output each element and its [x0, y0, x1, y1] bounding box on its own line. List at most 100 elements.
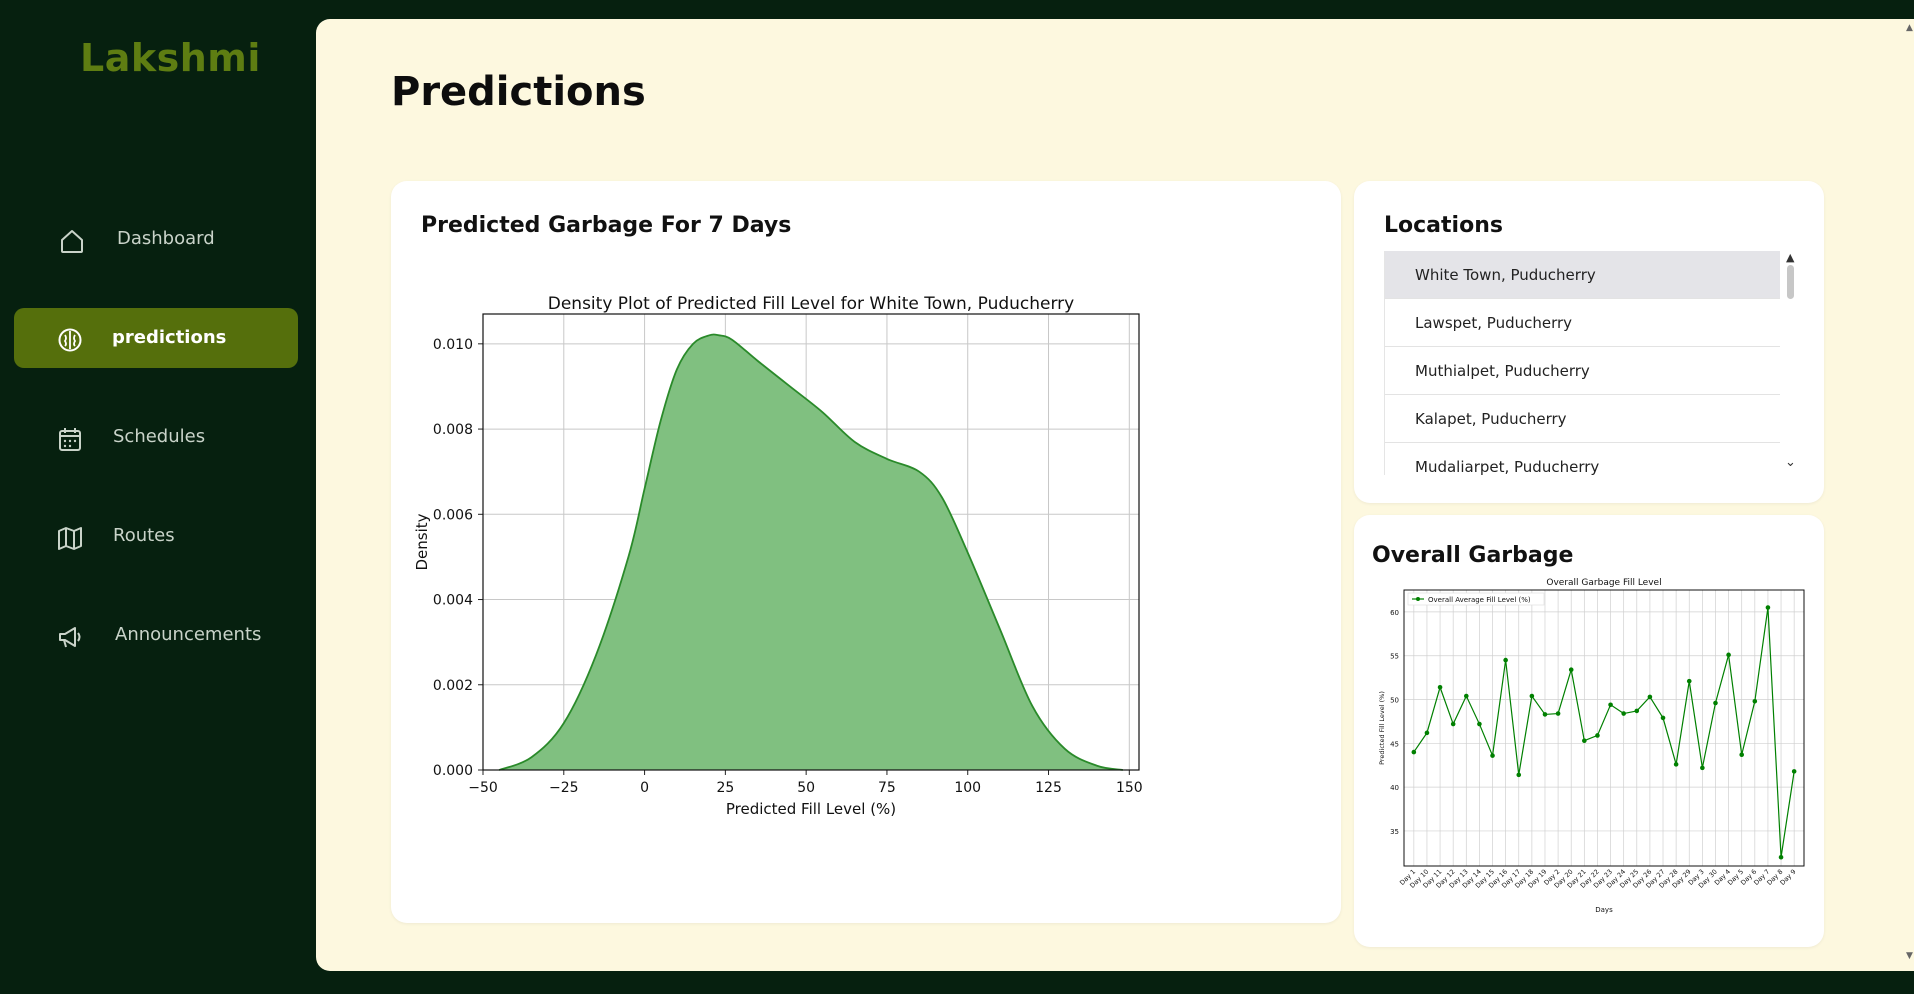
density-area — [499, 334, 1123, 770]
data-point — [1595, 733, 1600, 738]
legend-label: Overall Average Fill Level (%) — [1428, 596, 1531, 604]
list-item[interactable]: White Town, Puducherry — [1385, 251, 1780, 299]
sidebar-item-label: Announcements — [115, 624, 262, 645]
density-chart: Density Plot of Predicted Fill Level for… — [413, 294, 1143, 818]
map-icon — [56, 524, 82, 550]
y-tick-label: 0.000 — [433, 763, 473, 779]
megaphone-icon — [56, 623, 82, 649]
overall-garbage-card: Overall Garbage Overall Garbage Fill Lev… — [1354, 515, 1824, 947]
sidebar-item-announcements[interactable]: Announcements — [14, 605, 298, 665]
data-point — [1621, 711, 1626, 716]
data-point — [1516, 772, 1522, 778]
scroll-down-icon[interactable]: ⌄ — [1785, 455, 1796, 470]
data-point — [1791, 769, 1797, 774]
sidebar-item-label: Dashboard — [117, 228, 215, 249]
data-point — [1713, 700, 1718, 706]
y-tick-label: 45 — [1390, 740, 1399, 748]
y-tick-label: 0.006 — [433, 507, 473, 523]
data-point — [1503, 657, 1508, 663]
x-tick-label: −25 — [549, 780, 579, 796]
data-point — [1542, 712, 1548, 717]
data-point — [1752, 698, 1758, 704]
calendar-icon — [56, 425, 82, 451]
data-point — [1778, 854, 1784, 860]
sidebar-item-label: Routes — [113, 525, 175, 546]
sidebar-item-schedules[interactable]: Schedules — [14, 407, 298, 467]
y-tick-label: 0.010 — [433, 337, 473, 353]
scroll-thumb[interactable] — [1787, 265, 1794, 299]
data-point — [1582, 738, 1587, 744]
density-line — [498, 333, 1123, 771]
y-tick-label: 0.008 — [433, 422, 473, 438]
sidebar-item-routes[interactable]: Routes — [14, 506, 298, 566]
y-tick-label: 60 — [1390, 609, 1399, 617]
sidebar-item-dashboard[interactable]: Dashboard — [14, 209, 298, 269]
density-card-title: Predicted Garbage For 7 Days — [421, 213, 792, 238]
data-point — [1424, 730, 1430, 736]
data-point — [1673, 762, 1679, 767]
list-item[interactable]: Muthialpet, Puducherry — [1385, 347, 1780, 395]
sidebar-item-predictions[interactable]: predictions — [14, 308, 298, 368]
list-item[interactable]: Lawspet, Puducherry — [1385, 299, 1780, 347]
data-point — [1700, 765, 1705, 771]
plot-frame — [1403, 589, 1805, 867]
data-point — [1437, 684, 1443, 690]
data-point — [1555, 711, 1561, 716]
scroll-up-icon[interactable]: ▲ — [1786, 251, 1795, 264]
data-point — [1463, 693, 1469, 699]
y-tick-label: 0.002 — [433, 678, 473, 694]
x-tick-label: 25 — [716, 780, 734, 796]
locations-title: Locations — [1384, 213, 1503, 238]
chart-legend: Overall Average Fill Level (%) — [1407, 592, 1545, 606]
x-tick-label: 0 — [640, 780, 649, 796]
y-axis-label: Predicted Fill Level (%) — [1378, 691, 1386, 765]
y-tick-label: 55 — [1390, 653, 1399, 661]
locations-scrollbar[interactable]: ▲ ⌄ — [1784, 251, 1798, 475]
data-point — [1450, 721, 1456, 727]
data-point — [1647, 694, 1653, 700]
data-point — [1608, 702, 1613, 708]
y-tick-label: 0.004 — [433, 593, 473, 609]
x-axis-label: Predicted Fill Level (%) — [726, 800, 896, 818]
brain-icon — [56, 326, 82, 352]
data-point — [1739, 752, 1745, 758]
data-point — [1686, 678, 1692, 684]
list-item[interactable]: Mudaliarpet, Puducherry — [1385, 443, 1780, 476]
x-tick-label: 150 — [1116, 780, 1143, 796]
y-tick-label: 35 — [1390, 828, 1399, 836]
legend-box — [1407, 592, 1545, 606]
app-logo: Lakshmi — [80, 36, 261, 80]
data-point — [1411, 749, 1417, 755]
data-point — [1660, 715, 1666, 721]
x-tick-label: 125 — [1035, 780, 1062, 796]
data-point — [1634, 708, 1640, 714]
page-title: Predictions — [391, 69, 646, 115]
x-tick-label: 50 — [797, 780, 815, 796]
y-axis-label: Density — [413, 513, 431, 570]
y-tick-label: 50 — [1390, 697, 1399, 705]
series-line — [1413, 607, 1795, 858]
chart-title: Overall Garbage Fill Level — [1546, 578, 1661, 588]
legend-marker — [1416, 597, 1420, 601]
chart-title: Density Plot of Predicted Fill Level for… — [548, 294, 1074, 314]
locations-list[interactable]: White Town, Puducherry Lawspet, Puducher… — [1384, 251, 1780, 475]
x-tick-label: −50 — [468, 780, 498, 796]
overall-garbage-title: Overall Garbage — [1372, 543, 1574, 568]
sidebar-item-label: Schedules — [113, 426, 206, 447]
home-icon — [58, 227, 84, 253]
data-point — [1568, 667, 1574, 673]
scroll-down-icon[interactable]: ▼ — [1906, 951, 1913, 961]
data-point — [1477, 721, 1482, 727]
plot-frame — [482, 313, 1140, 771]
list-item[interactable]: Kalapet, Puducherry — [1385, 395, 1780, 443]
scroll-up-icon[interactable]: ▲ — [1906, 23, 1913, 33]
sidebar: Lakshmi Dashboard predictions Schedules … — [0, 0, 316, 994]
x-axis-label: Days — [1595, 906, 1613, 914]
data-point — [1765, 605, 1771, 610]
x-tick-label: 75 — [878, 780, 896, 796]
y-tick-label: 40 — [1390, 784, 1399, 792]
data-point — [1529, 693, 1535, 699]
sidebar-item-label: predictions — [112, 327, 227, 348]
density-chart-card: Predicted Garbage For 7 Days Density Plo… — [391, 181, 1341, 923]
